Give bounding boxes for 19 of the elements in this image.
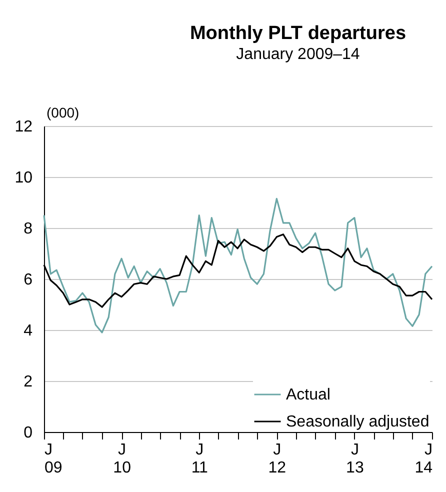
y-tick-label: 2 xyxy=(24,374,33,390)
chart-title: Monthly PLT departures xyxy=(190,23,406,44)
legend-label: Actual xyxy=(286,386,330,404)
x-tick-label: J 10 xyxy=(113,442,132,476)
chart-subtitle: January 2009–14 xyxy=(236,46,360,63)
y-axis-title: (000) xyxy=(46,104,80,120)
y-tick-label: 0 xyxy=(24,424,33,442)
y-tick-label: 4 xyxy=(24,322,33,340)
x-tick-label: J 12 xyxy=(268,442,286,476)
y-tick-label: 12 xyxy=(14,118,33,136)
y-tick-label: 8 xyxy=(24,220,33,238)
x-tick-label: J 11 xyxy=(191,442,208,476)
line-series xyxy=(43,198,433,334)
x-tick-label: J 09 xyxy=(44,442,62,476)
x-tick-label: J 13 xyxy=(346,442,364,476)
x-tick-label: J 14 xyxy=(414,442,433,476)
y-tick-label: 10 xyxy=(14,170,33,186)
y-tick-label: 6 xyxy=(24,272,33,288)
legend-label: Seasonally adjusted xyxy=(286,414,430,430)
